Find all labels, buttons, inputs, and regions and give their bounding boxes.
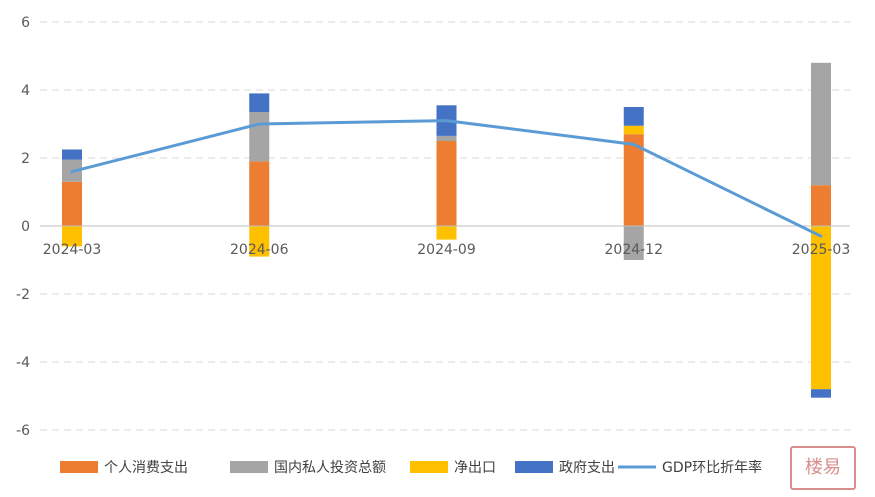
legend-swatch <box>515 461 553 473</box>
bar-segment <box>62 149 82 160</box>
bar-segment <box>623 226 644 260</box>
gdp-series-line <box>70 119 823 238</box>
gdp-line <box>70 119 823 238</box>
bar-segment <box>249 93 270 113</box>
legend-swatch <box>230 461 268 473</box>
bar-segment <box>811 62 831 186</box>
bar-segment <box>249 112 270 162</box>
bar-segment <box>62 181 82 226</box>
bar-segment <box>436 135 457 141</box>
bar-segment <box>623 107 644 126</box>
y-tick-label: -2 <box>16 287 30 303</box>
y-tick-label: -6 <box>16 423 30 439</box>
y-tick-label: 0 <box>21 219 30 235</box>
legend-swatch <box>60 461 98 473</box>
legend-label: 国内私人投资总额 <box>274 460 386 476</box>
legend-label: 个人消费支出 <box>104 460 188 476</box>
bar-segment <box>623 125 644 135</box>
bar-segment <box>623 134 644 226</box>
legend-swatch <box>410 461 448 473</box>
x-tick-label: 2025-03 <box>792 242 851 258</box>
bar-segment <box>62 226 82 247</box>
y-tick-label: -4 <box>16 355 30 371</box>
x-tick-label: 2024-12 <box>605 242 664 258</box>
legend: 个人消费支出 国内私人投资总额 净出口 政府支出 GDP环比折年率 <box>60 459 762 476</box>
bar-segment <box>811 389 831 398</box>
grid-lines <box>40 21 850 431</box>
x-tick-label: 2024-09 <box>417 242 476 258</box>
y-tick-label: 2 <box>21 151 30 167</box>
legend-label: GDP环比折年率 <box>662 459 762 476</box>
bar-segment <box>811 185 831 226</box>
legend-label: 政府支出 <box>559 460 615 476</box>
y-tick-label: 6 <box>21 15 30 31</box>
legend-label: 净出口 <box>454 460 496 476</box>
bar-segment <box>249 161 270 226</box>
stacked-bars <box>62 62 831 398</box>
watermark-stamp: 楼易 <box>790 446 856 490</box>
x-axis-ticks: 2024-03 2024-06 2024-09 2024-12 2025-03 <box>43 242 851 258</box>
bar-segment <box>436 226 457 240</box>
y-axis-ticks: 6 4 2 0 -2 -4 -6 <box>16 15 30 439</box>
bar-segment <box>436 141 457 226</box>
bar-segment <box>811 226 831 390</box>
bar-segment <box>249 226 270 257</box>
x-tick-label: 2024-06 <box>230 242 289 258</box>
x-tick-label: 2024-03 <box>43 242 102 258</box>
y-tick-label: 4 <box>21 83 30 99</box>
